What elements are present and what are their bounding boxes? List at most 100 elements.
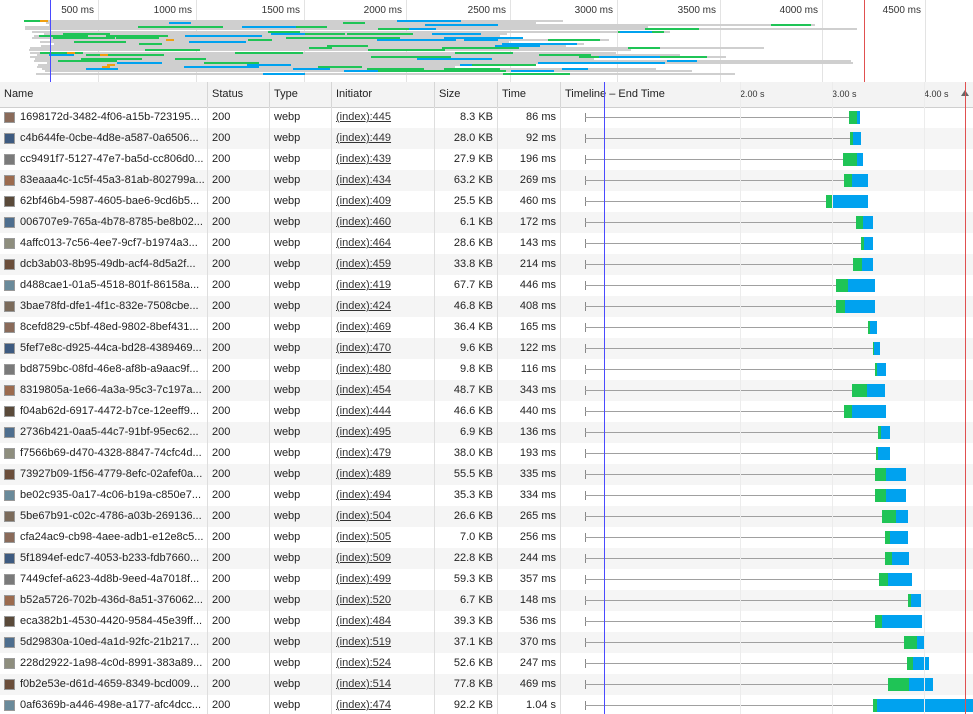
- cell-name[interactable]: 4affc013-7c56-4ee7-9cf7-b1974a3...: [0, 233, 208, 254]
- cell-initiator[interactable]: (index):494: [332, 485, 435, 506]
- table-row[interactable]: be02c935-0a17-4c06-b19a-c850e7... 200 webp…: [0, 485, 973, 506]
- table-row[interactable]: f04ab62d-6917-4472-b7ce-12eeff9... 200 web…: [0, 401, 973, 422]
- cell-initiator[interactable]: (index):454: [332, 380, 435, 401]
- table-row[interactable]: d488cae1-01a5-4518-801f-86158a... 200 webp…: [0, 275, 973, 296]
- initiator-link[interactable]: (index):489: [336, 468, 392, 480]
- initiator-link[interactable]: (index):494: [336, 489, 392, 501]
- initiator-link[interactable]: (index):434: [336, 174, 392, 186]
- cell-initiator[interactable]: (index):445: [332, 107, 435, 128]
- cell-name[interactable]: 5be67b91-c02c-4786-a03b-269136...: [0, 506, 208, 527]
- cell-initiator[interactable]: (index):419: [332, 275, 435, 296]
- cell-initiator[interactable]: (index):409: [332, 191, 435, 212]
- cell-name[interactable]: f04ab62d-6917-4472-b7ce-12eeff9...: [0, 401, 208, 422]
- table-row[interactable]: 3bae78fd-dfe1-4f1c-832e-7508cbe... 200 web…: [0, 296, 973, 317]
- cell-name[interactable]: 7449cfef-a623-4d8b-9eed-4a7018f...: [0, 569, 208, 590]
- column-header-type[interactable]: Type: [270, 82, 332, 107]
- initiator-link[interactable]: (index):499: [336, 573, 392, 585]
- initiator-link[interactable]: (index):474: [336, 699, 392, 711]
- cell-initiator[interactable]: (index):495: [332, 422, 435, 443]
- table-row[interactable]: f7566b69-d470-4328-8847-74cfc4d... 200 web…: [0, 443, 973, 464]
- cell-name[interactable]: 62bf46b4-5987-4605-bae6-9cd6b5...: [0, 191, 208, 212]
- cell-initiator[interactable]: (index):464: [332, 233, 435, 254]
- cell-name[interactable]: 5d29830a-10ed-4a1d-92fc-21b217...: [0, 632, 208, 653]
- table-row[interactable]: 5f1894ef-edc7-4053-b233-fdb7660... 200 web…: [0, 548, 973, 569]
- cell-name[interactable]: dcb3ab03-8b95-49db-acf4-8d5a2f...: [0, 254, 208, 275]
- table-row[interactable]: bd8759bc-08fd-46e8-af8b-a9aac9f... 200 web…: [0, 359, 973, 380]
- table-row[interactable]: 2736b421-0aa5-44c7-91bf-95ec62... 200 webp…: [0, 422, 973, 443]
- table-row[interactable]: 73927b09-1f56-4779-8efc-02afef0a... 200 we…: [0, 464, 973, 485]
- cell-initiator[interactable]: (index):469: [332, 317, 435, 338]
- initiator-link[interactable]: (index):469: [336, 321, 392, 333]
- cell-name[interactable]: 5f1894ef-edc7-4053-b233-fdb7660...: [0, 548, 208, 569]
- initiator-link[interactable]: (index):459: [336, 258, 392, 270]
- cell-initiator[interactable]: (index):505: [332, 527, 435, 548]
- initiator-link[interactable]: (index):480: [336, 363, 392, 375]
- table-row[interactable]: b52a5726-702b-436d-8a51-376062... 200 webp…: [0, 590, 973, 611]
- cell-initiator[interactable]: (index):424: [332, 296, 435, 317]
- cell-initiator[interactable]: (index):480: [332, 359, 435, 380]
- initiator-link[interactable]: (index):444: [336, 405, 392, 417]
- cell-name[interactable]: 2736b421-0aa5-44c7-91bf-95ec62...: [0, 422, 208, 443]
- table-row[interactable]: 006707e9-765a-4b78-8785-be8b02... 200 webp…: [0, 212, 973, 233]
- cell-name[interactable]: 83eaaa4c-1c5f-45a3-81ab-802799a...: [0, 170, 208, 191]
- initiator-link[interactable]: (index):454: [336, 384, 392, 396]
- table-row[interactable]: 5d29830a-10ed-4a1d-92fc-21b217... 200 webp…: [0, 632, 973, 653]
- initiator-link[interactable]: (index):460: [336, 216, 392, 228]
- table-row[interactable]: cc9491f7-5127-47e7-ba5d-cc806d0... 200 web…: [0, 149, 973, 170]
- table-row[interactable]: 228d2922-1a98-4c0d-8991-383a89... 200 webp…: [0, 653, 973, 674]
- initiator-link[interactable]: (index):439: [336, 153, 392, 165]
- cell-name[interactable]: f0b2e53e-d61d-4659-8349-bcd009...: [0, 674, 208, 695]
- column-header-timeline[interactable]: Timeline – End Time: [561, 82, 973, 107]
- table-row[interactable]: 7449cfef-a623-4d8b-9eed-4a7018f... 200 web…: [0, 569, 973, 590]
- cell-initiator[interactable]: (index):519: [332, 632, 435, 653]
- cell-initiator[interactable]: (index):524: [332, 653, 435, 674]
- cell-initiator[interactable]: (index):479: [332, 443, 435, 464]
- column-header-name[interactable]: Name: [0, 82, 208, 107]
- initiator-link[interactable]: (index):484: [336, 615, 392, 627]
- cell-name[interactable]: 1698172d-3482-4f06-a15b-723195...: [0, 107, 208, 128]
- table-row[interactable]: 8319805a-1e66-4a3a-95c3-7c197a... 200 webp…: [0, 380, 973, 401]
- cell-name[interactable]: 3bae78fd-dfe1-4f1c-832e-7508cbe...: [0, 296, 208, 317]
- cell-name[interactable]: 5fef7e8c-d925-44ca-bd28-4389469...: [0, 338, 208, 359]
- column-header-time[interactable]: Time: [498, 82, 561, 107]
- initiator-link[interactable]: (index):479: [336, 447, 392, 459]
- table-row[interactable]: eca382b1-4530-4420-9584-45e39ff... 200 web…: [0, 611, 973, 632]
- column-header-initiator[interactable]: Initiator: [332, 82, 435, 107]
- cell-initiator[interactable]: (index):460: [332, 212, 435, 233]
- table-row[interactable]: 1698172d-3482-4f06-a15b-723195... 200 webp…: [0, 107, 973, 128]
- table-row[interactable]: 83eaaa4c-1c5f-45a3-81ab-802799a... 200 web…: [0, 170, 973, 191]
- cell-name[interactable]: bd8759bc-08fd-46e8-af8b-a9aac9f...: [0, 359, 208, 380]
- initiator-link[interactable]: (index):424: [336, 300, 392, 312]
- table-row[interactable]: 5fef7e8c-d925-44ca-bd28-4389469... 200 web…: [0, 338, 973, 359]
- cell-initiator[interactable]: (index):459: [332, 254, 435, 275]
- cell-name[interactable]: eca382b1-4530-4420-9584-45e39ff...: [0, 611, 208, 632]
- cell-name[interactable]: c4b644fe-0cbe-4d8e-a587-0a6506...: [0, 128, 208, 149]
- cell-initiator[interactable]: (index):520: [332, 590, 435, 611]
- initiator-link[interactable]: (index):514: [336, 678, 392, 690]
- initiator-link[interactable]: (index):524: [336, 657, 392, 669]
- cell-initiator[interactable]: (index):470: [332, 338, 435, 359]
- table-row[interactable]: 8cefd829-c5bf-48ed-9802-8bef431... 200 web…: [0, 317, 973, 338]
- cell-initiator[interactable]: (index):474: [332, 695, 435, 714]
- cell-name[interactable]: 0af6369b-a446-498e-a177-afc4dcc...: [0, 695, 208, 714]
- initiator-link[interactable]: (index):504: [336, 510, 392, 522]
- cell-name[interactable]: 73927b09-1f56-4779-8efc-02afef0a...: [0, 464, 208, 485]
- cell-name[interactable]: f7566b69-d470-4328-8847-74cfc4d...: [0, 443, 208, 464]
- initiator-link[interactable]: (index):470: [336, 342, 392, 354]
- initiator-link[interactable]: (index):520: [336, 594, 392, 606]
- cell-initiator[interactable]: (index):509: [332, 548, 435, 569]
- cell-initiator[interactable]: (index):439: [332, 149, 435, 170]
- cell-initiator[interactable]: (index):489: [332, 464, 435, 485]
- cell-initiator[interactable]: (index):449: [332, 128, 435, 149]
- cell-name[interactable]: b52a5726-702b-436d-8a51-376062...: [0, 590, 208, 611]
- table-row[interactable]: f0b2e53e-d61d-4659-8349-bcd009... 200 webp…: [0, 674, 973, 695]
- table-row[interactable]: 0af6369b-a446-498e-a177-afc4dcc... 200 web…: [0, 695, 973, 714]
- table-row[interactable]: 4affc013-7c56-4ee7-9cf7-b1974a3... 200 web…: [0, 233, 973, 254]
- cell-name[interactable]: 8319805a-1e66-4a3a-95c3-7c197a...: [0, 380, 208, 401]
- cell-name[interactable]: d488cae1-01a5-4518-801f-86158a...: [0, 275, 208, 296]
- cell-name[interactable]: 228d2922-1a98-4c0d-8991-383a89...: [0, 653, 208, 674]
- initiator-link[interactable]: (index):464: [336, 237, 392, 249]
- cell-initiator[interactable]: (index):504: [332, 506, 435, 527]
- cell-initiator[interactable]: (index):499: [332, 569, 435, 590]
- table-row[interactable]: cfa24ac9-cb98-4aee-adb1-e12e8c5... 200 web…: [0, 527, 973, 548]
